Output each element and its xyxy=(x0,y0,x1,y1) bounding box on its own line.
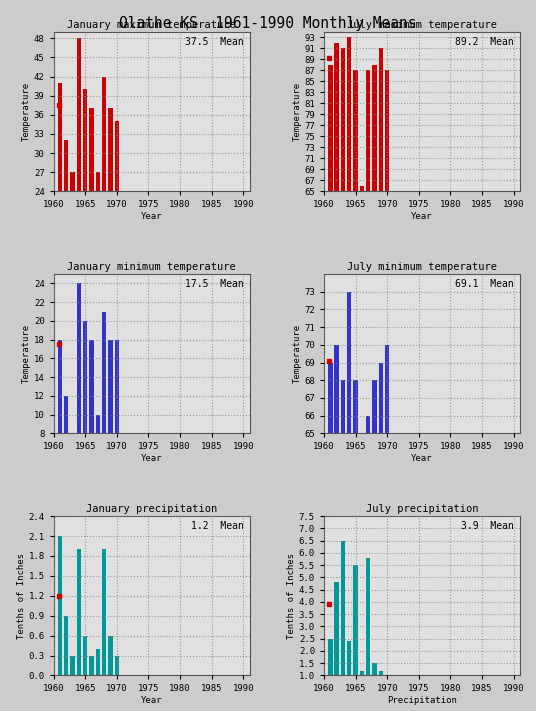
Bar xyxy=(360,670,364,675)
Bar xyxy=(64,616,69,675)
X-axis label: Year: Year xyxy=(141,454,162,463)
Text: 69.1  Mean: 69.1 Mean xyxy=(455,279,514,289)
Bar xyxy=(347,38,352,191)
Bar xyxy=(90,656,94,675)
Bar xyxy=(58,536,62,675)
X-axis label: Year: Year xyxy=(411,212,433,221)
Bar xyxy=(108,109,113,191)
Bar xyxy=(115,656,119,675)
Bar xyxy=(353,380,358,434)
Bar xyxy=(77,38,81,191)
Bar xyxy=(64,140,69,191)
Bar xyxy=(328,363,332,434)
Bar xyxy=(77,550,81,675)
Bar xyxy=(341,540,345,675)
Bar xyxy=(366,558,370,675)
Title: July precipitation: July precipitation xyxy=(366,504,478,514)
Title: July maximum temperature: July maximum temperature xyxy=(347,20,497,30)
Y-axis label: Temperature: Temperature xyxy=(22,82,31,141)
Bar xyxy=(347,641,352,675)
Bar xyxy=(378,48,383,191)
Bar xyxy=(373,663,377,675)
Bar xyxy=(378,670,383,675)
Bar xyxy=(353,565,358,675)
X-axis label: Year: Year xyxy=(141,212,162,221)
Text: 37.5  Mean: 37.5 Mean xyxy=(185,37,244,47)
Bar xyxy=(385,70,389,191)
Title: January precipitation: January precipitation xyxy=(86,504,217,514)
Bar xyxy=(102,311,106,434)
Bar xyxy=(341,380,345,434)
Bar xyxy=(108,636,113,675)
Text: 3.9  Mean: 3.9 Mean xyxy=(461,521,514,531)
Bar xyxy=(102,550,106,675)
Bar xyxy=(334,43,339,191)
X-axis label: Year: Year xyxy=(411,454,433,463)
Bar xyxy=(70,656,75,675)
Bar xyxy=(373,380,377,434)
Title: January maximum temperature: January maximum temperature xyxy=(67,20,236,30)
Bar xyxy=(90,109,94,191)
Bar xyxy=(95,172,100,191)
Bar xyxy=(64,396,69,434)
Bar xyxy=(360,186,364,191)
X-axis label: Year: Year xyxy=(141,696,162,705)
Bar xyxy=(347,292,352,434)
Bar xyxy=(102,77,106,191)
Bar xyxy=(83,636,87,675)
Bar xyxy=(334,582,339,675)
Bar xyxy=(378,363,383,434)
Bar xyxy=(115,121,119,191)
Bar xyxy=(77,284,81,434)
Bar xyxy=(58,83,62,191)
Bar xyxy=(328,65,332,191)
Text: 89.2  Mean: 89.2 Mean xyxy=(455,37,514,47)
Bar xyxy=(353,70,358,191)
Bar xyxy=(58,340,62,434)
Y-axis label: Temperature: Temperature xyxy=(293,82,301,141)
Bar xyxy=(108,340,113,434)
X-axis label: Precipitation: Precipitation xyxy=(387,696,457,705)
Bar xyxy=(95,415,100,434)
Text: Olathe KS  1961-1990 Monthly Means: Olathe KS 1961-1990 Monthly Means xyxy=(119,16,417,31)
Bar xyxy=(83,321,87,434)
Y-axis label: Temperature: Temperature xyxy=(22,324,31,383)
Y-axis label: Tenths of Inches: Tenths of Inches xyxy=(287,553,296,638)
Bar xyxy=(373,65,377,191)
Title: July minimum temperature: July minimum temperature xyxy=(347,262,497,272)
Bar xyxy=(95,649,100,675)
Y-axis label: Temperature: Temperature xyxy=(293,324,301,383)
Bar xyxy=(366,70,370,191)
Bar xyxy=(83,90,87,191)
Bar xyxy=(366,416,370,434)
Title: January minimum temperature: January minimum temperature xyxy=(67,262,236,272)
Bar xyxy=(90,340,94,434)
Bar xyxy=(328,638,332,675)
Bar xyxy=(70,172,75,191)
Bar xyxy=(341,48,345,191)
Bar xyxy=(385,345,389,434)
Text: 17.5  Mean: 17.5 Mean xyxy=(185,279,244,289)
Text: 1.2  Mean: 1.2 Mean xyxy=(191,521,244,531)
Bar xyxy=(334,345,339,434)
Bar xyxy=(115,340,119,434)
Y-axis label: Tenths of Inches: Tenths of Inches xyxy=(17,553,26,638)
